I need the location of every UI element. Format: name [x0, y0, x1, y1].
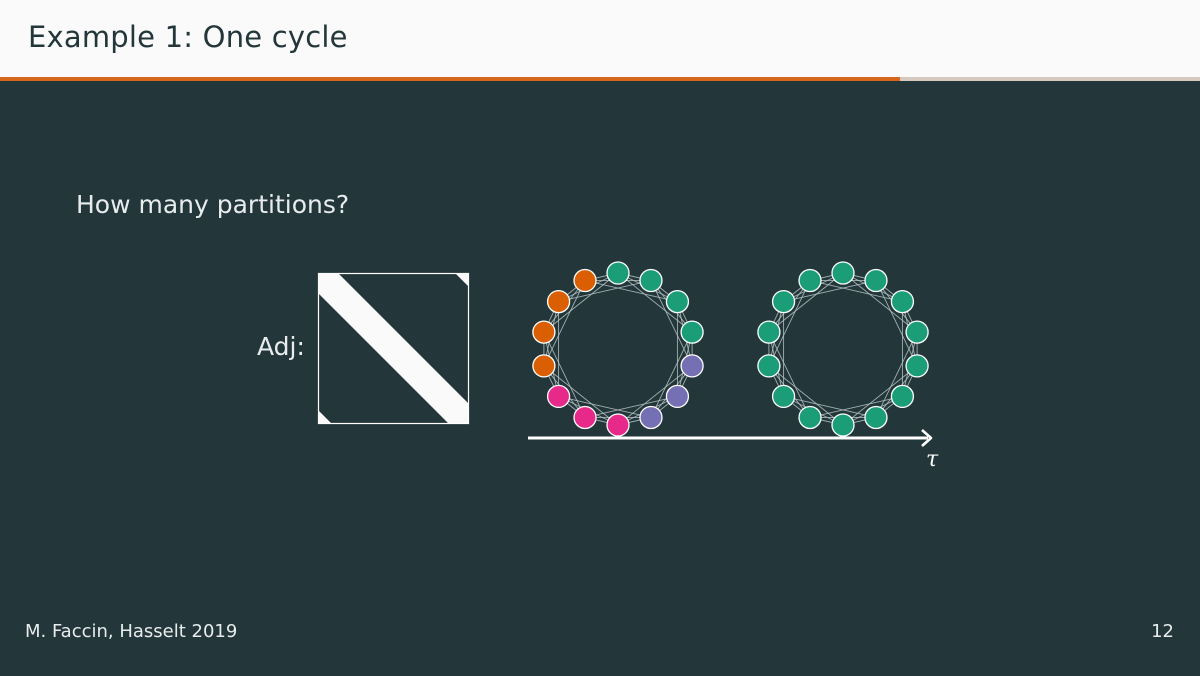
question-text: How many partitions?: [76, 190, 350, 219]
graph-node: [890, 289, 915, 314]
graph-node: [864, 268, 888, 293]
graph-node: [831, 261, 855, 285]
footer-page-number: 12: [1151, 621, 1174, 642]
graph-edge: [650, 280, 693, 367]
graph-node: [546, 384, 571, 409]
graph-edge: [875, 280, 918, 367]
slide-title: Example 1: One cycle: [28, 20, 348, 54]
partitioned-cycle-graph: [532, 261, 704, 437]
graph-node: [798, 268, 822, 293]
graph-node: [680, 354, 704, 378]
footer-author: M. Faccin, Hasselt 2019: [25, 621, 238, 642]
graph-node: [798, 405, 822, 430]
graph-edge: [768, 272, 844, 333]
time-axis-arrowhead: [921, 429, 933, 447]
graph-edge: [543, 272, 619, 333]
graph-edge: [768, 331, 811, 418]
graph-node: [905, 354, 929, 378]
graph-edge: [809, 395, 903, 418]
graph-edge: [842, 272, 918, 333]
graph-node: [606, 413, 630, 437]
graph-node: [573, 405, 597, 430]
matrix-corner-bottom-left: [318, 410, 331, 423]
time-axis-label: τ: [926, 447, 939, 472]
graph-edge: [875, 331, 918, 418]
graph-node: [771, 384, 796, 409]
graph-edge: [768, 365, 844, 426]
graph-node: [639, 268, 663, 293]
graph-node: [606, 261, 630, 285]
graph-node: [831, 413, 855, 437]
graph-edge: [543, 365, 619, 426]
graph-node: [665, 384, 690, 409]
graph-edge: [543, 331, 586, 418]
graph-edge: [617, 365, 693, 426]
matrix-band-diagonal: [318, 273, 468, 423]
graph-node: [639, 405, 663, 430]
graph-node: [546, 289, 571, 314]
graph-node: [532, 320, 556, 344]
graph-edge: [783, 280, 877, 303]
graph-node: [905, 320, 929, 344]
graph-edge: [809, 280, 903, 303]
graph-node: [771, 289, 796, 314]
graph-edge: [584, 395, 678, 418]
graph-node: [573, 268, 597, 293]
matrix-corner-top-right: [455, 273, 468, 286]
graph-node: [680, 320, 704, 344]
adjacency-matrix: [317, 272, 470, 425]
slide-header: Example 1: One cycle: [0, 0, 1200, 78]
graph-edge: [617, 272, 693, 333]
uniform-cycle-graph: [757, 261, 929, 437]
graph-node: [665, 289, 690, 314]
graph-edge: [783, 395, 877, 418]
adjacency-label: Adj:: [257, 332, 305, 361]
progress-bar-fill: [0, 77, 900, 81]
graph-node: [757, 354, 781, 378]
graph-node: [890, 384, 915, 409]
progress-bar: [0, 77, 1200, 81]
graph-node: [532, 354, 556, 378]
graph-edge: [558, 395, 652, 418]
graph-edge: [650, 331, 693, 418]
graph-edge: [768, 280, 811, 367]
graph-edge: [842, 365, 918, 426]
time-axis: τ: [528, 429, 939, 472]
graph-node: [864, 405, 888, 430]
graph-edge: [543, 280, 586, 367]
graph-edge: [558, 280, 652, 303]
graph-edge: [584, 280, 678, 303]
graph-node: [757, 320, 781, 344]
